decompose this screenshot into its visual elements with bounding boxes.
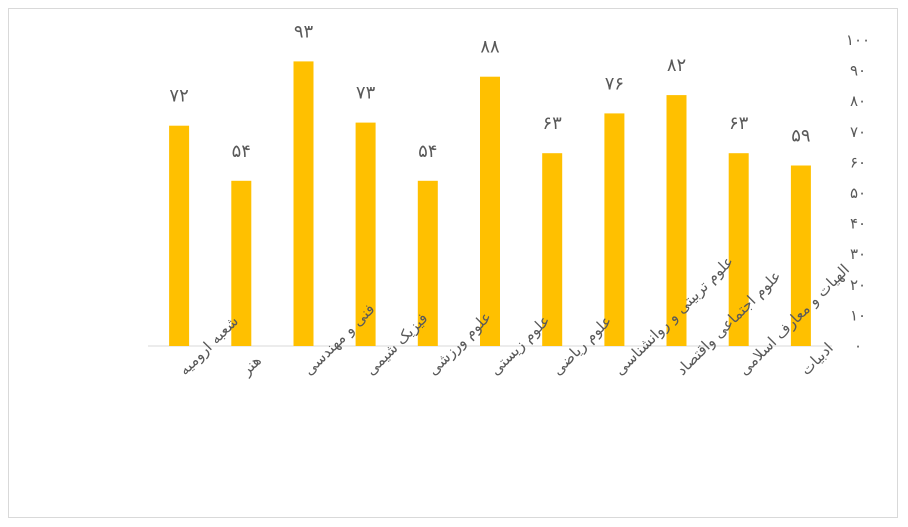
y-tick-label: ۸۰ bbox=[850, 92, 866, 110]
bar-value-label: ۹۳ bbox=[294, 21, 314, 42]
bar bbox=[480, 76, 500, 346]
bar bbox=[355, 122, 376, 346]
bar-value-label: ۵۴ bbox=[418, 141, 437, 162]
bar bbox=[293, 61, 314, 347]
x-tick-label: علوم اجتماعی واقتصاد bbox=[673, 267, 785, 379]
y-axis-ticks: ۰ ۱۰ ۲۰ ۳۰ ۴۰ ۵۰ ۶۰ ۷۰ ۸۰ ۹۰ ۱۰۰ bbox=[846, 31, 870, 355]
bar bbox=[604, 113, 625, 347]
y-tick-label: ۶۰ bbox=[850, 153, 866, 171]
bar-value-label: ۶۳ bbox=[729, 113, 749, 134]
y-tick-label: ۵۰ bbox=[850, 184, 866, 202]
y-tick-label: ۹۰ bbox=[850, 62, 866, 80]
bar-value-label: ۵۴ bbox=[232, 141, 251, 162]
bar-value-label: ۸۸ bbox=[480, 37, 500, 58]
bars-group bbox=[169, 61, 811, 347]
bar-value-label: ۷۶ bbox=[605, 73, 624, 94]
bar bbox=[542, 153, 563, 346]
y-tick-label: ۴۰ bbox=[850, 215, 866, 233]
y-tick-label: ۳۰ bbox=[850, 245, 866, 263]
bar bbox=[666, 95, 687, 346]
bar-value-label: ۷۲ bbox=[169, 86, 188, 107]
bar bbox=[790, 165, 811, 346]
y-tick-label: ۱۰ bbox=[850, 306, 866, 324]
y-tick-label: ۱۰۰ bbox=[846, 31, 870, 49]
y-tick-label: ۲۰ bbox=[850, 276, 866, 294]
bar bbox=[169, 125, 190, 346]
bar-labels-group: ۵۹ ۶۳ ۸۲ ۷۶ ۶۳ ۸۸ ۵۴ ۷۳ ۹۳ ۵۴ ۷۲ bbox=[169, 21, 810, 161]
bar bbox=[728, 153, 749, 346]
x-tick-label: هنر bbox=[237, 351, 265, 379]
y-tick-label: ۷۰ bbox=[850, 123, 866, 141]
bar bbox=[417, 180, 438, 346]
chart-frame bbox=[8, 8, 898, 518]
bar-value-label: ۸۲ bbox=[667, 55, 686, 76]
y-tick-label: ۰ bbox=[854, 337, 862, 355]
bar-value-label: ۷۳ bbox=[356, 83, 376, 104]
bar bbox=[231, 180, 252, 346]
bar-value-label: ۵۹ bbox=[791, 126, 810, 147]
bar-value-label: ۶۳ bbox=[543, 113, 563, 134]
